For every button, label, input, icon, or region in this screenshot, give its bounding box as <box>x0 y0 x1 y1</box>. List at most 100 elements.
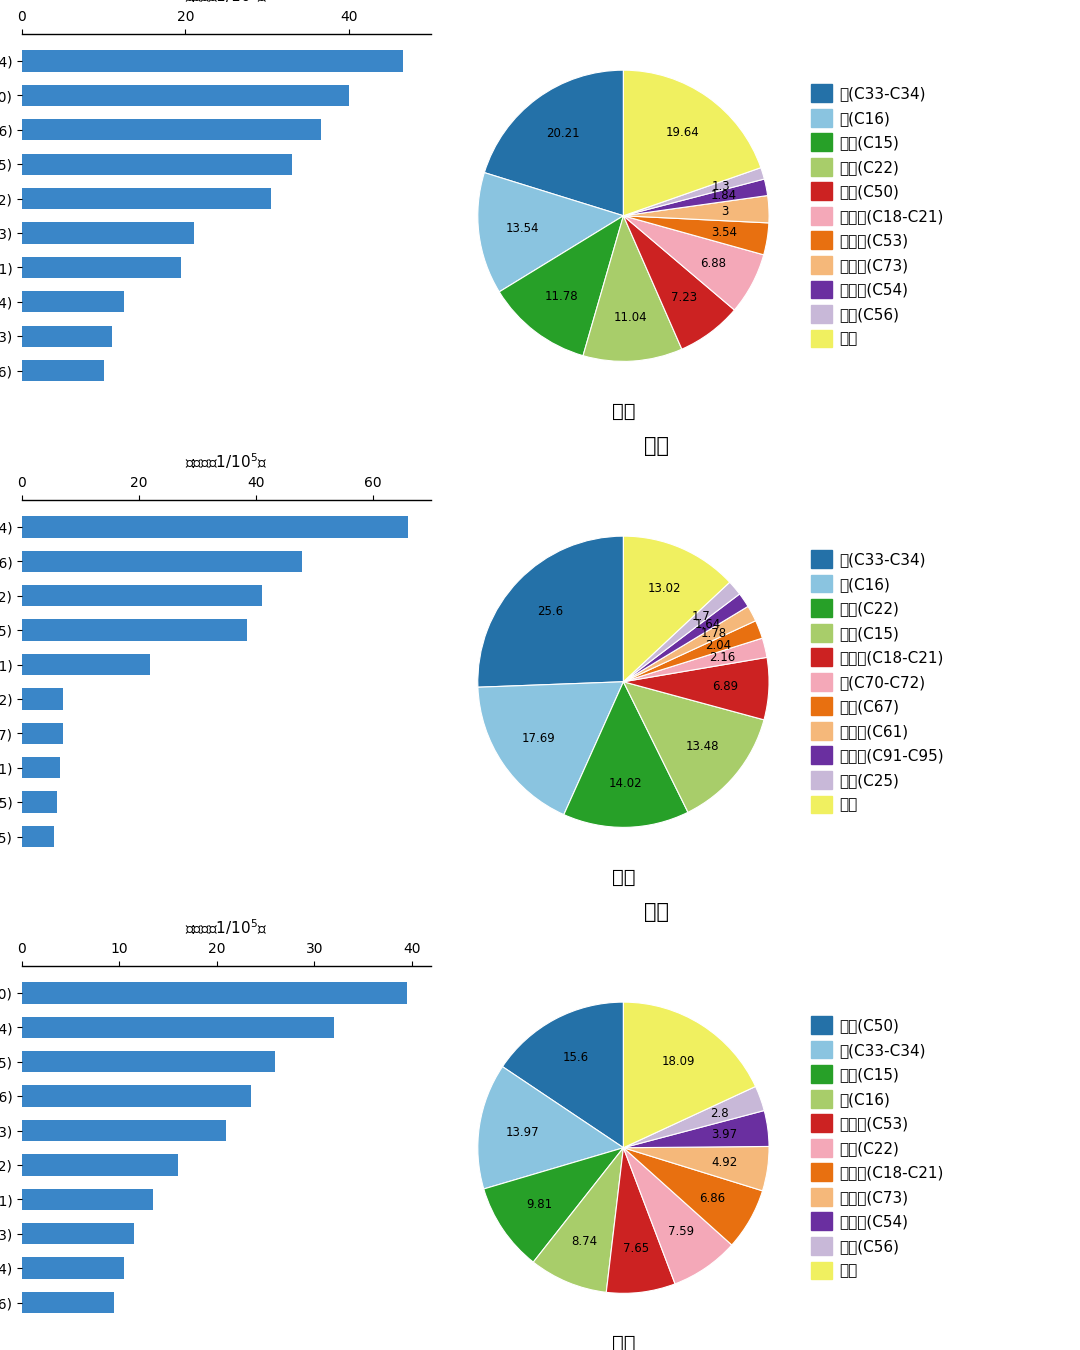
Bar <box>22 983 407 1003</box>
Bar <box>22 1188 153 1210</box>
Text: 6.86: 6.86 <box>699 1192 725 1204</box>
Bar <box>22 1017 334 1038</box>
Text: 15.6: 15.6 <box>563 1052 589 1064</box>
Wedge shape <box>623 536 730 682</box>
Wedge shape <box>623 1087 765 1148</box>
Text: 25.6: 25.6 <box>537 605 563 617</box>
Wedge shape <box>623 167 765 216</box>
Text: 女性: 女性 <box>644 902 669 922</box>
Bar <box>22 653 150 675</box>
Wedge shape <box>477 173 623 292</box>
Wedge shape <box>623 682 764 813</box>
Text: 1.64: 1.64 <box>694 618 721 630</box>
Text: 18.09: 18.09 <box>662 1056 696 1068</box>
Bar <box>22 154 292 176</box>
Text: 3: 3 <box>721 205 729 217</box>
Wedge shape <box>623 606 756 682</box>
Wedge shape <box>623 1111 769 1148</box>
Wedge shape <box>623 216 769 255</box>
Wedge shape <box>499 216 623 355</box>
Text: 1.78: 1.78 <box>701 628 727 640</box>
Text: 男性: 男性 <box>644 436 669 456</box>
Text: 13.02: 13.02 <box>647 582 680 595</box>
Wedge shape <box>478 682 623 814</box>
Wedge shape <box>623 621 762 682</box>
Text: 6.88: 6.88 <box>701 256 727 270</box>
Text: 1.84: 1.84 <box>711 189 737 202</box>
Text: 7.23: 7.23 <box>672 292 698 304</box>
Bar <box>22 325 111 347</box>
Bar <box>22 516 408 537</box>
Bar <box>22 722 63 744</box>
Bar <box>22 1223 134 1245</box>
Text: 9.81: 9.81 <box>526 1199 552 1211</box>
Wedge shape <box>623 1148 732 1284</box>
Text: 11.78: 11.78 <box>544 290 579 304</box>
Bar <box>22 757 59 779</box>
Text: 14.02: 14.02 <box>608 778 643 790</box>
X-axis label: 发病率（1/10$^5$）: 发病率（1/10$^5$） <box>185 0 268 4</box>
Text: 8.74: 8.74 <box>571 1235 597 1249</box>
Wedge shape <box>623 582 740 682</box>
Text: 1.7: 1.7 <box>692 610 711 622</box>
Bar <box>22 85 349 107</box>
Wedge shape <box>623 216 734 350</box>
Bar <box>22 1085 251 1107</box>
Text: 4.92: 4.92 <box>711 1156 738 1169</box>
Wedge shape <box>484 1148 623 1262</box>
Text: 13.48: 13.48 <box>686 740 719 753</box>
Bar <box>22 50 403 72</box>
Wedge shape <box>623 1002 756 1148</box>
Legend: 肺(C33-C34), 胃(C16), 肝脏(C22), 食管(C15), 结直肠(C18-C21), 脑(C70-C72), 膀胱(C67), 前列腺(C61: 肺(C33-C34), 胃(C16), 肝脏(C22), 食管(C15), 结直… <box>811 551 944 813</box>
Text: 构成: 构成 <box>611 1334 635 1350</box>
Text: 13.97: 13.97 <box>505 1126 540 1139</box>
Bar <box>22 551 302 572</box>
Bar <box>22 826 54 848</box>
Wedge shape <box>623 594 748 682</box>
Wedge shape <box>623 657 769 720</box>
Bar <box>22 791 57 813</box>
Bar <box>22 188 271 209</box>
Wedge shape <box>583 216 681 362</box>
Text: 2.04: 2.04 <box>705 639 731 652</box>
Wedge shape <box>502 1002 623 1148</box>
Wedge shape <box>534 1148 623 1292</box>
Wedge shape <box>623 70 761 216</box>
Legend: 肺(C33-C34), 胃(C16), 食管(C15), 肝脏(C22), 乳房(C50), 结直肠(C18-C21), 子宫颈(C53), 甲状腺(C73),: 肺(C33-C34), 胃(C16), 食管(C15), 肝脏(C22), 乳房… <box>811 84 944 347</box>
Bar <box>22 1120 227 1141</box>
Wedge shape <box>477 1066 623 1189</box>
Wedge shape <box>564 682 688 828</box>
Bar <box>22 223 193 243</box>
Text: 3.54: 3.54 <box>711 225 737 239</box>
Bar <box>22 256 181 278</box>
Text: 构成: 构成 <box>611 868 635 887</box>
Wedge shape <box>606 1148 675 1293</box>
Bar <box>22 292 124 312</box>
Text: 7.65: 7.65 <box>623 1242 649 1256</box>
Bar <box>22 688 63 710</box>
Wedge shape <box>623 216 764 310</box>
Wedge shape <box>623 180 768 216</box>
Wedge shape <box>477 536 623 687</box>
Wedge shape <box>623 639 767 682</box>
Bar <box>22 1052 275 1072</box>
Bar <box>22 360 104 381</box>
Wedge shape <box>623 196 769 223</box>
Text: 7.59: 7.59 <box>669 1226 694 1238</box>
Text: 构成: 构成 <box>611 402 635 421</box>
Wedge shape <box>623 1148 762 1245</box>
Text: 2.8: 2.8 <box>710 1107 729 1119</box>
Bar <box>22 1257 124 1278</box>
X-axis label: 发病率（1/10$^5$）: 发病率（1/10$^5$） <box>185 451 268 471</box>
Bar <box>22 1292 114 1314</box>
Text: 6.89: 6.89 <box>712 680 739 693</box>
Bar <box>22 620 247 641</box>
Bar <box>22 1154 177 1176</box>
Text: 11.04: 11.04 <box>613 310 647 324</box>
Text: 17.69: 17.69 <box>522 732 556 745</box>
Bar <box>22 585 261 606</box>
Text: 3.97: 3.97 <box>712 1127 738 1141</box>
Text: 19.64: 19.64 <box>665 126 699 139</box>
Text: 13.54: 13.54 <box>505 221 539 235</box>
X-axis label: 发病率（1/10$^5$）: 发病率（1/10$^5$） <box>185 917 268 937</box>
